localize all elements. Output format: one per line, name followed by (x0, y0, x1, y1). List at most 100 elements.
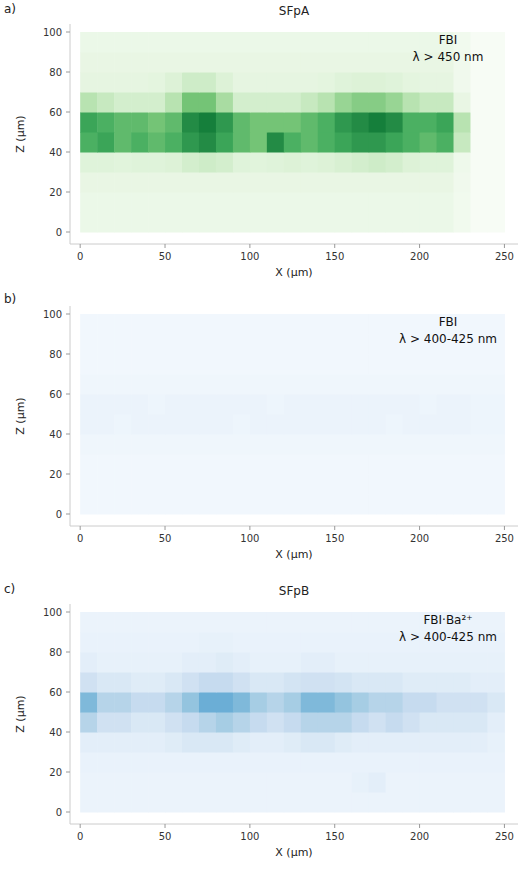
cell (97, 92, 114, 113)
y-tick (66, 812, 70, 813)
cell (114, 172, 131, 193)
cell (199, 652, 216, 673)
cell (114, 394, 131, 415)
cell (318, 474, 335, 495)
cell (182, 112, 199, 133)
cell (80, 32, 97, 53)
cell (318, 772, 335, 793)
cell (216, 192, 233, 213)
cell (182, 52, 199, 73)
cell (318, 732, 335, 753)
cell (284, 732, 301, 753)
cell (352, 712, 369, 733)
cell (487, 112, 504, 133)
y-tick-label: 60 (49, 107, 62, 118)
cell (284, 314, 301, 335)
cell (165, 632, 182, 653)
cell (233, 692, 250, 713)
cell (131, 172, 148, 193)
cell (233, 314, 250, 335)
cell (437, 652, 454, 673)
x-tick-label: 200 (410, 831, 429, 842)
cell (403, 394, 420, 415)
cell (301, 52, 318, 73)
cell (250, 632, 267, 653)
cells (80, 32, 505, 233)
cells (80, 612, 505, 813)
cell (216, 172, 233, 193)
cell (250, 92, 267, 113)
cell (487, 712, 504, 733)
x-tick (165, 824, 166, 828)
cell (470, 354, 487, 375)
cell (454, 92, 471, 113)
cell (470, 792, 487, 813)
cell (301, 652, 318, 673)
cell (335, 414, 352, 435)
cell (318, 112, 335, 133)
y-axis-title: Z (μm) (14, 695, 27, 732)
cell (233, 414, 250, 435)
x-tick (334, 824, 335, 828)
cell (386, 652, 403, 673)
cell (131, 192, 148, 213)
cell (284, 632, 301, 653)
cell (216, 752, 233, 773)
cell (403, 414, 420, 435)
cell (97, 112, 114, 133)
cell (131, 212, 148, 233)
cell (199, 172, 216, 193)
panel: c)SFpB050100150200250020406080100X (μm)Z… (4, 582, 518, 859)
cell (403, 92, 420, 113)
cell (131, 334, 148, 355)
cell (454, 112, 471, 133)
x-axis (70, 244, 518, 245)
cell (403, 172, 420, 193)
cell (199, 672, 216, 693)
cell (352, 32, 369, 53)
cell (97, 192, 114, 213)
cell (437, 792, 454, 813)
cell (131, 494, 148, 515)
cell (454, 672, 471, 693)
cell (114, 792, 131, 813)
cell (420, 394, 437, 415)
cell (250, 354, 267, 375)
cell (250, 112, 267, 133)
cell (420, 72, 437, 93)
y-tick-label: 80 (49, 67, 62, 78)
cell (470, 672, 487, 693)
y-tick (66, 72, 70, 73)
cell (386, 132, 403, 153)
cell (267, 52, 284, 73)
cell (386, 772, 403, 793)
cell (250, 474, 267, 495)
cell (437, 414, 454, 435)
cell (437, 112, 454, 133)
annotation: λ > 450 nm (413, 50, 484, 64)
cell (454, 192, 471, 213)
cell (301, 494, 318, 515)
cell (233, 172, 250, 193)
cell (114, 672, 131, 693)
y-tick (66, 32, 70, 33)
cell (165, 32, 182, 53)
cell (403, 672, 420, 693)
cell (420, 692, 437, 713)
cell (199, 354, 216, 375)
panel-label: c) (4, 582, 15, 596)
cell (335, 494, 352, 515)
cell (386, 494, 403, 515)
cell (114, 772, 131, 793)
cell (114, 414, 131, 435)
cell (233, 394, 250, 415)
cell (199, 752, 216, 773)
cell (267, 112, 284, 133)
cell (182, 32, 199, 53)
cell (114, 212, 131, 233)
cell (386, 112, 403, 133)
cell (487, 672, 504, 693)
cell (199, 712, 216, 733)
cell (335, 132, 352, 153)
cell (131, 732, 148, 753)
